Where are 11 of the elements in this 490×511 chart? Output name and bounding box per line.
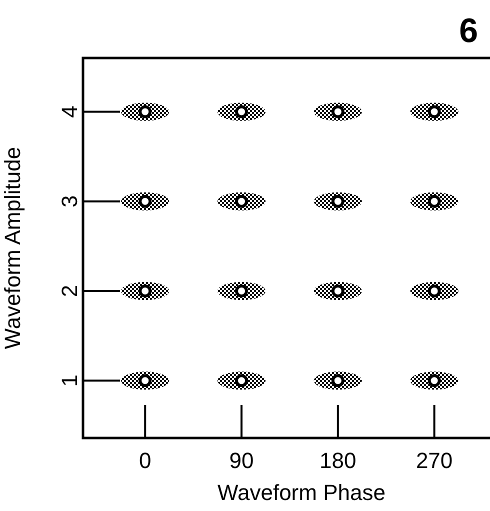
x-tick-label: 0: [138, 448, 152, 473]
x-tick-label: 90: [229, 448, 254, 473]
x-tick-label: 180: [320, 448, 356, 473]
y-tick-label: 1: [57, 374, 82, 387]
chart-title: 6: [459, 12, 478, 50]
y-tick-label: 3: [57, 195, 82, 208]
y-tick-label: 2: [57, 284, 82, 298]
y-axis-title: Waveform Amplitude: [0, 146, 25, 350]
x-tick-label: 270: [416, 448, 453, 473]
y-tick-label: 4: [57, 106, 82, 118]
x-axis-title: Waveform Phase: [218, 480, 386, 505]
